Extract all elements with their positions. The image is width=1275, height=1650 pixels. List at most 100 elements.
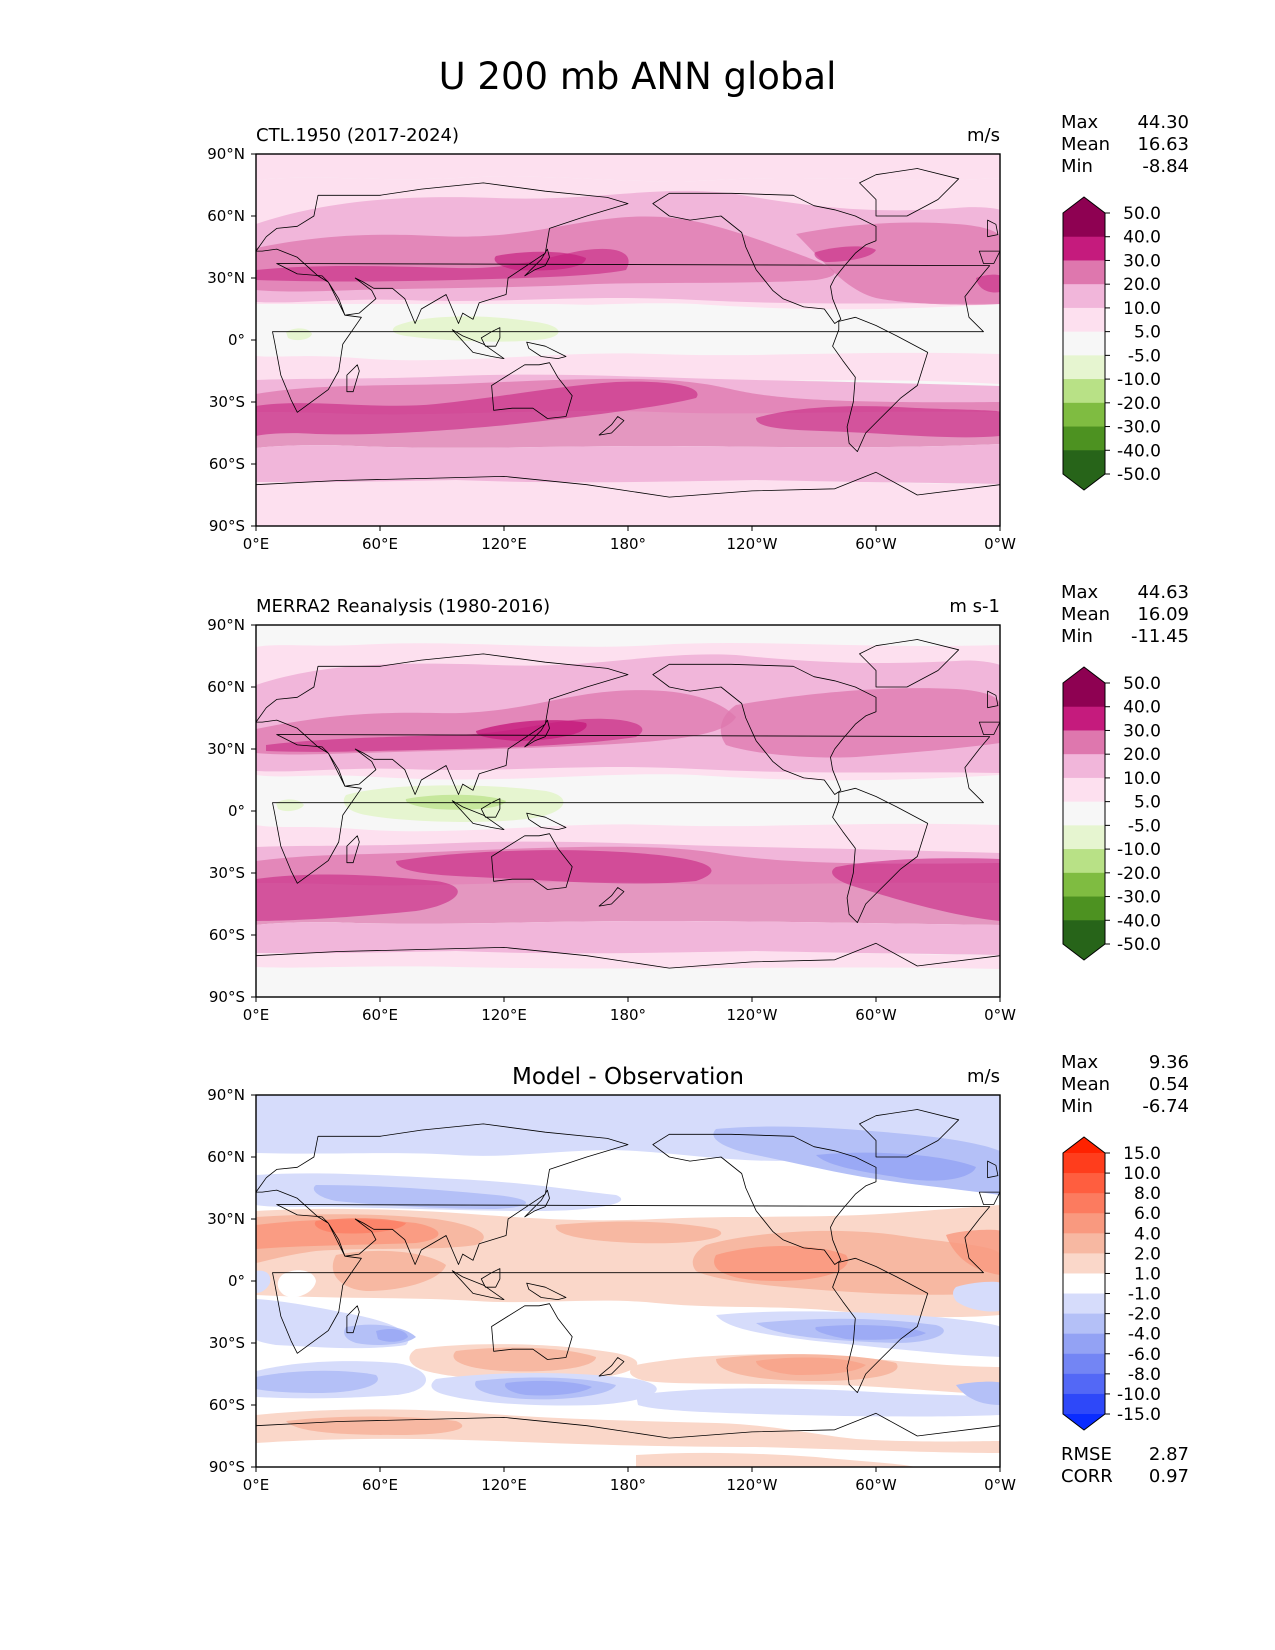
y-tick-label: 60°S <box>209 926 245 944</box>
contour-band <box>256 248 629 282</box>
colorbar-tick-label: 20.0 <box>1123 275 1161 295</box>
contour-band <box>832 858 1000 921</box>
colorbar-tick-label: -50.0 <box>1117 465 1161 485</box>
panel-1-title: CTL.1950 (2017-2024) <box>256 125 459 146</box>
panel-3-map <box>256 1095 1000 1467</box>
x-tick-label: 60°W <box>855 535 897 553</box>
colorbar-bin <box>1063 1213 1105 1234</box>
colorbar-extend-bottom <box>1063 1414 1105 1430</box>
contour-band <box>277 1270 316 1298</box>
panel-2-title: MERRA2 Reanalysis (1980-2016) <box>256 596 550 617</box>
contour-band <box>720 688 1000 758</box>
stat-label: Mean <box>1061 604 1110 625</box>
colorbar-tick-label: 40.0 <box>1123 698 1161 718</box>
y-tick-label: 30°N <box>207 1210 245 1228</box>
y-tick-label: 30°N <box>207 269 245 287</box>
colorbar-tick-label: -1.0 <box>1128 1285 1161 1305</box>
colorbar-bin <box>1063 1153 1105 1174</box>
x-tick-label: 180° <box>610 535 646 553</box>
colorbar-bin <box>1063 1173 1105 1194</box>
stat-value: -11.45 <box>1131 626 1189 647</box>
colorbar-tick-label: 6.0 <box>1134 1204 1161 1224</box>
colorbar-extend-bottom <box>1063 474 1105 490</box>
x-tick-label: 0°E <box>243 535 270 553</box>
colorbar-tick-label: 10.0 <box>1123 299 1161 319</box>
contour-band <box>376 1329 408 1342</box>
colorbar-tick-label: -2.0 <box>1128 1305 1161 1325</box>
y-tick-label: 90°N <box>207 145 245 163</box>
x-tick-label: 120°E <box>481 535 527 553</box>
colorbar-tick-label: 1.0 <box>1134 1264 1161 1284</box>
panel-1-units: m/s <box>967 125 1000 146</box>
colorbar-bin <box>1063 777 1105 803</box>
panel-1-stats: Max 44.30 Mean 16.63 Min -8.84 <box>1061 112 1189 177</box>
colorbar-bin <box>1063 450 1105 475</box>
panel-3-stats: Max 9.36 Mean 0.54 Min -6.74 RMSE 2.87 CORR 0.97 <box>1061 1052 1189 1487</box>
contour-band <box>504 1380 592 1396</box>
colorbar-tick-label: 30.0 <box>1123 721 1161 741</box>
panel-2-axes: 0°E 60°E 120°E 180° 120°W 60°W 0°W 90°N 60°N 30°N… <box>207 616 1016 1024</box>
contour-band <box>332 1250 446 1291</box>
colorbar-bin <box>1063 872 1105 898</box>
colorbar-tick-label: -20.0 <box>1117 394 1161 414</box>
x-tick-label: 60°E <box>362 535 398 553</box>
stat-label: Min <box>1061 1096 1093 1117</box>
colorbar-tick-label: 10.0 <box>1123 1164 1161 1184</box>
stat-label: Mean <box>1061 134 1110 155</box>
colorbar-tick-label: -30.0 <box>1117 418 1161 438</box>
x-tick-label: 120°W <box>727 1006 778 1024</box>
y-tick-label: 60°S <box>209 455 245 473</box>
colorbar-tick-label: -40.0 <box>1117 441 1161 461</box>
x-tick-label: 0°E <box>243 1006 270 1024</box>
contour-band <box>256 874 458 921</box>
colorbar-bin <box>1063 1233 1105 1254</box>
figure-title: U 200 mb ANN global <box>438 55 837 98</box>
contour-band <box>976 274 1000 293</box>
stat-label: Max <box>1061 1052 1099 1073</box>
stat-value: -6.74 <box>1142 1096 1189 1117</box>
colorbar-bin <box>1063 1333 1105 1355</box>
contour-band <box>405 794 506 810</box>
colorbar-extend-top <box>1063 1137 1105 1153</box>
colorbar-tick-label: -10.0 <box>1117 840 1161 860</box>
x-tick-label: 120°E <box>481 1476 527 1494</box>
x-tick-label: 60°W <box>855 1006 897 1024</box>
stat-label: Min <box>1061 156 1093 177</box>
stat-value: 16.63 <box>1137 134 1189 155</box>
contour-band <box>956 1381 1000 1405</box>
panel-1-map <box>256 154 1000 526</box>
colorbar-bin <box>1063 284 1105 309</box>
contour-band <box>636 1388 1000 1417</box>
panel-1-colorbar: 50.0 40.0 30.0 20.0 10.0 5.0 -5.0 -10.0 -20.0 -30… <box>1062 196 1161 491</box>
stat-label: Mean <box>1061 1074 1110 1095</box>
x-tick-label: 120°W <box>727 1476 778 1494</box>
stat-value: 44.30 <box>1137 112 1189 133</box>
colorbar-bin <box>1063 896 1105 921</box>
x-tick-label: 0°E <box>243 1476 270 1494</box>
coastline <box>256 1109 1000 1467</box>
contour-band <box>756 406 1000 438</box>
colorbar-tick-label: -30.0 <box>1117 888 1161 908</box>
colorbar-bin <box>1063 1313 1105 1335</box>
y-tick-label: 60°N <box>207 678 245 696</box>
colorbar-bin <box>1063 730 1105 755</box>
colorbar-tick-label: -4.0 <box>1128 1325 1161 1345</box>
contour-band <box>256 154 1000 182</box>
panel-3-units: m/s <box>967 1066 1000 1087</box>
contour-band <box>946 1229 1000 1275</box>
colorbar-extend-top <box>1063 197 1105 213</box>
colorbar-tick-label: -10.0 <box>1117 370 1161 390</box>
colorbar-tick-label: 15.0 <box>1123 1144 1161 1164</box>
y-tick-label: 30°S <box>209 864 245 882</box>
contour-band <box>816 1152 976 1181</box>
colorbar-bin <box>1063 402 1105 428</box>
panel-1-coastlines <box>256 168 1000 526</box>
x-tick-label: 120°E <box>481 1006 527 1024</box>
contour-band <box>555 1221 722 1244</box>
y-tick-label: 60°N <box>207 207 245 225</box>
colorbar-bin <box>1063 331 1105 356</box>
colorbar-tick-label: -10.0 <box>1117 1385 1161 1405</box>
colorbar-tick-label: -15.0 <box>1117 1405 1161 1425</box>
contour-band <box>396 850 712 884</box>
